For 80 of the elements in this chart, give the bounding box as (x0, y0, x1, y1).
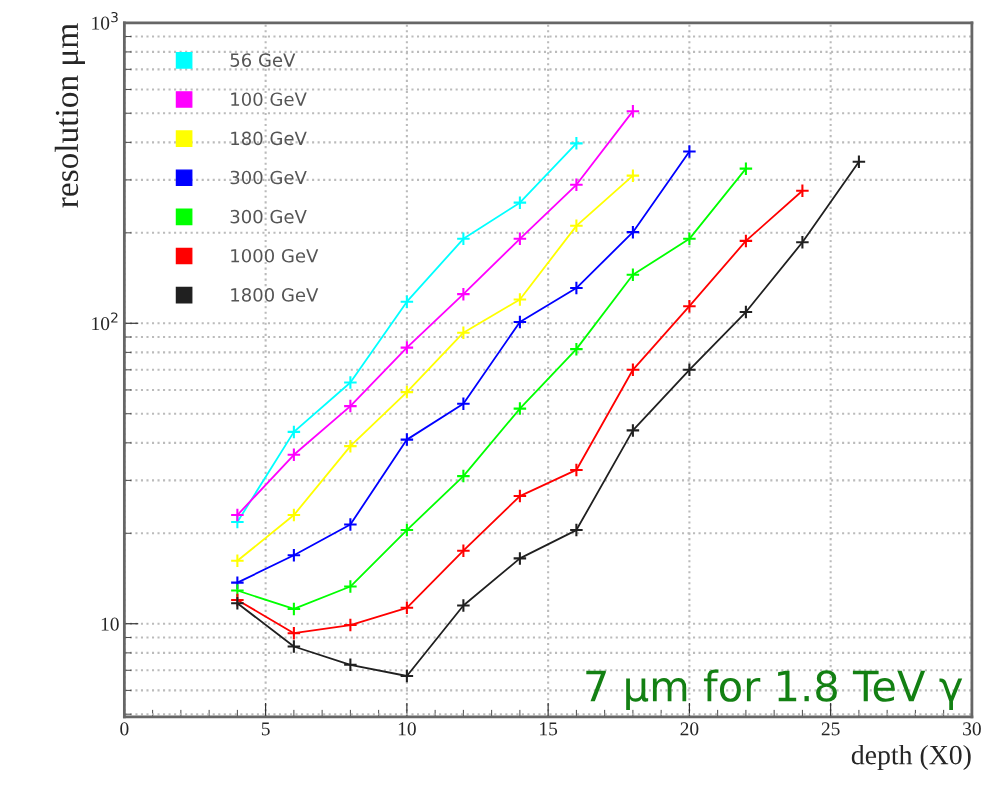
legend-label: 100 GeV (231, 92, 307, 107)
x-tick-label: 30 (963, 722, 981, 736)
point (286, 639, 302, 654)
point (625, 267, 641, 283)
x-tick-label: 0 (120, 722, 129, 736)
point (399, 668, 415, 684)
point (738, 233, 754, 249)
legend-label: 300 GeV (230, 170, 307, 185)
point (286, 447, 302, 463)
point (738, 304, 754, 320)
y-tick-label: 10 (101, 617, 119, 631)
point (456, 468, 471, 484)
legend-label: 300 GeV (230, 209, 307, 224)
point (456, 543, 471, 559)
point (343, 517, 358, 532)
point (795, 235, 810, 250)
x-tick-label: 15 (540, 722, 558, 736)
y-axis-title: resolution μm (54, 23, 85, 208)
point (399, 294, 415, 309)
point (738, 161, 754, 176)
point (399, 432, 415, 447)
point (569, 462, 584, 478)
point (512, 401, 528, 416)
point (682, 231, 697, 247)
point (512, 231, 528, 247)
point (343, 375, 358, 390)
point (286, 507, 302, 523)
point (343, 657, 358, 673)
point (399, 384, 415, 400)
point (399, 600, 415, 616)
point (569, 280, 584, 296)
point (399, 340, 415, 355)
point (286, 424, 302, 440)
point (286, 601, 302, 617)
point (286, 547, 302, 563)
x-tick-label: 20 (680, 722, 699, 736)
legend-label: 1000 GeV (231, 248, 319, 263)
point (625, 362, 641, 378)
point (569, 522, 584, 538)
point (682, 144, 697, 159)
legend-label: 180 GeV (231, 131, 307, 146)
point (625, 168, 641, 183)
legend-label: 56 GeV (230, 53, 296, 67)
x-tick-label: 10 (398, 722, 416, 736)
point (512, 195, 528, 210)
point (625, 224, 641, 240)
point (286, 625, 302, 641)
point (343, 617, 358, 633)
x-axis-title: depth (X0) (851, 744, 971, 771)
point (230, 553, 245, 569)
point (795, 183, 810, 199)
point (456, 286, 471, 302)
point (569, 136, 584, 151)
point (343, 398, 358, 414)
point (682, 298, 697, 314)
point (456, 396, 471, 411)
point (569, 341, 584, 357)
point (456, 598, 471, 613)
point (512, 488, 528, 504)
point (230, 507, 245, 523)
point (456, 231, 471, 247)
point (512, 551, 528, 566)
point (512, 292, 528, 307)
point (569, 177, 584, 193)
y-tick-label: 10$^{3}$ (92, 11, 118, 30)
legend-label: 1800 GeV (231, 288, 319, 302)
point (569, 218, 584, 234)
y-tick-label: 10$^{2}$ (92, 312, 118, 331)
point (343, 579, 358, 594)
point (512, 314, 528, 330)
point (399, 522, 415, 538)
point (682, 362, 697, 378)
x-tick-label: 5 (261, 722, 270, 736)
point (625, 423, 641, 438)
annotation: 7 μm for 1.8 TeV γ (586, 669, 963, 710)
point (343, 438, 358, 454)
point (456, 325, 471, 341)
point (851, 154, 867, 169)
x-tick-label: 25 (821, 722, 840, 736)
point (625, 103, 641, 119)
